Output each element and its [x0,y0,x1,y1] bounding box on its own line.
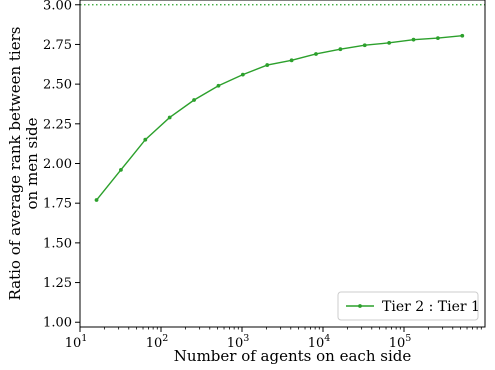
data-point [192,98,196,102]
y-axis-title: Ratio of average rank between tierson me… [6,27,41,301]
data-point [387,40,392,45]
data-point [216,83,221,88]
legend-layer: Tier 2 : Tier 1 [337,291,480,321]
y-tick-label: 1.25 [43,276,72,291]
x-tick-label: 105 [389,333,412,351]
data-point [362,43,367,48]
data-point [94,198,99,202]
data-point [411,37,416,42]
data-point [314,52,318,56]
y-tick-label: 2.50 [43,78,72,93]
data-point [460,33,465,38]
series-layer [94,33,465,202]
data-point [289,58,294,63]
y-tick-label: 1.75 [43,197,72,212]
data-point [143,137,148,142]
data-point [240,72,245,77]
x-axis-title: Number of agents on each side [174,347,412,365]
y-tick-label: 1.50 [43,236,72,251]
axes-layer: 1.00 1.25 1.50 1.75 2.00 2.25 2.50 2.75 3.00 101 1… [6,0,486,365]
data-point [167,115,172,120]
legend-marker [358,304,362,308]
legend-box [337,291,479,321]
x-tick-label: 104 [308,333,331,351]
data-point [265,63,270,67]
x-tick-label: 101 [65,333,88,351]
plot-frame [79,0,486,328]
data-point [119,167,123,172]
data-point [436,36,440,40]
data-point [338,47,343,52]
y-tick-label: 2.75 [43,38,72,53]
y-tick-label: 3.00 [43,0,72,13]
x-tick-label: 103 [227,333,250,351]
legend-label: Tier 2 : Tier 1 [382,299,480,315]
y-tick-label: 1.00 [43,316,72,331]
series-line [95,35,463,201]
y-tick-label: 2.25 [43,117,72,132]
y-tick-label: 2.00 [43,157,72,172]
x-tick-label: 102 [146,333,169,351]
